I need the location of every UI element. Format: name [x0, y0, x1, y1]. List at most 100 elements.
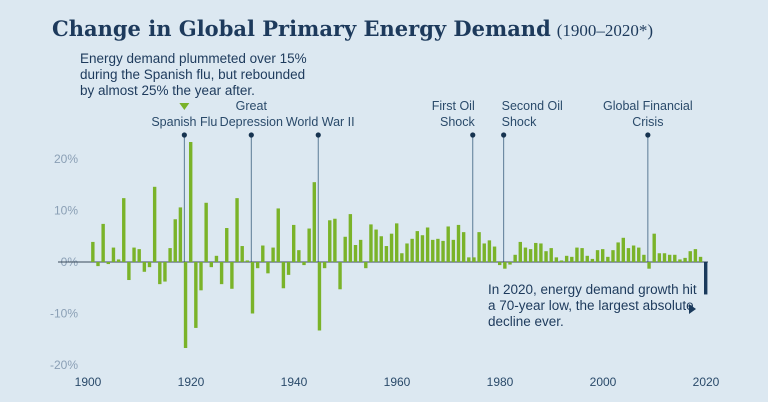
- bar-2020: [704, 262, 708, 295]
- bar-2002: [611, 250, 615, 262]
- bar-2008: [642, 254, 646, 262]
- bar-1910: [137, 249, 141, 262]
- bar-1977: [482, 243, 486, 262]
- event-marker: First Oil Shock: [432, 99, 476, 262]
- event-label: First Oil: [432, 99, 475, 113]
- y-tick-label: -10%: [50, 307, 78, 321]
- bar-1934: [261, 245, 265, 262]
- bar-1962: [405, 243, 409, 262]
- bar-1915: [163, 262, 167, 282]
- bar-2004: [621, 237, 625, 262]
- bar-1974: [467, 257, 471, 262]
- bar-1986: [528, 249, 533, 262]
- bar-1963: [410, 238, 414, 262]
- bar-1964: [415, 231, 419, 262]
- event-label: Second Oil: [502, 99, 563, 113]
- note-line: during the Spanish flu, but rebounded: [80, 67, 305, 82]
- note-line: In 2020, energy demand growth hit: [488, 282, 697, 297]
- bar-2000: [601, 249, 605, 262]
- bar-1955: [369, 224, 373, 262]
- event-marker: Great Depression: [220, 99, 283, 262]
- event-label: Crisis: [632, 115, 663, 129]
- bar-1943: [307, 228, 311, 262]
- bar-1922: [199, 262, 203, 291]
- bar-1953: [358, 239, 363, 262]
- bar-2009: [647, 262, 651, 269]
- event-dot-icon: [470, 132, 476, 138]
- bar-1946: [322, 262, 327, 269]
- bar-1998: [590, 258, 595, 262]
- x-tick-label: 1940: [281, 375, 308, 389]
- bar-1990: [549, 248, 553, 262]
- event-dot-icon: [248, 132, 254, 138]
- x-tick-label: 2020: [693, 375, 720, 389]
- y-tick-label: 10%: [54, 204, 78, 218]
- y-tick-label: 20%: [54, 152, 78, 166]
- bar-1929: [235, 198, 239, 262]
- bar-1936: [271, 247, 275, 262]
- bar-1989: [544, 251, 548, 262]
- bar-1965: [420, 235, 425, 262]
- event-label: Shock: [502, 115, 537, 129]
- bar-2003: [616, 242, 620, 262]
- bar-1907: [122, 198, 126, 262]
- event-marker: World War II: [286, 115, 355, 262]
- event-dot-icon: [645, 132, 651, 138]
- bar-1903: [101, 223, 105, 262]
- bar-1905: [111, 247, 116, 262]
- bar-1917: [173, 219, 177, 262]
- bar-2016: [683, 257, 687, 262]
- bar-1901: [91, 241, 95, 262]
- event-label: Shock: [440, 115, 475, 129]
- bar-1993: [564, 255, 569, 262]
- bar-1985: [523, 247, 528, 262]
- bar-1942: [302, 262, 306, 266]
- bar-2017: [688, 251, 692, 262]
- bar-1997: [585, 255, 589, 262]
- bar-1971: [451, 239, 456, 262]
- bar-2013: [667, 254, 672, 262]
- covid-note: In 2020, energy demand growth hit a 70-y…: [488, 282, 697, 329]
- bar-2005: [626, 248, 631, 262]
- bar-1949: [338, 262, 342, 290]
- bar-1982: [508, 262, 512, 265]
- bar-1956: [374, 229, 378, 262]
- bar-1950: [343, 236, 347, 262]
- bar-1916: [168, 248, 172, 262]
- bar-1930: [240, 246, 244, 262]
- bar-1976: [477, 232, 481, 262]
- bar-1970: [446, 226, 450, 262]
- bar-2015: [678, 259, 682, 262]
- bar-1938: [281, 262, 286, 289]
- event-label: Great: [236, 99, 268, 113]
- bar-2019: [698, 256, 703, 262]
- bar-1944: [312, 182, 316, 262]
- bar-1967: [431, 239, 435, 262]
- event-label: Global Financial: [603, 99, 693, 113]
- bar-1999: [595, 250, 600, 262]
- bar-2007: [637, 247, 641, 262]
- x-tick-label: 1980: [487, 375, 514, 389]
- bar-1975: [472, 257, 476, 262]
- bar-1958: [384, 246, 389, 262]
- down-triangle-icon: [179, 103, 190, 110]
- event-dot-icon: [501, 132, 507, 138]
- bar-1925: [214, 255, 219, 262]
- bar-1904: [106, 262, 110, 265]
- bar-1928: [230, 262, 234, 289]
- x-tick-label: 1900: [75, 375, 102, 389]
- bar-2014: [673, 254, 677, 262]
- bar-1931: [245, 260, 250, 262]
- event-label: Depression: [220, 115, 283, 129]
- bar-1932: [250, 262, 255, 314]
- bar-1951: [348, 214, 353, 262]
- bar-1926: [219, 262, 224, 285]
- spanish-flu-note: Energy demand plummeted over 15% during …: [80, 51, 307, 98]
- bar-1961: [400, 253, 404, 262]
- bar-1995: [575, 247, 579, 262]
- bar-1978: [487, 240, 492, 262]
- event-marker: Spanish Flu: [151, 103, 217, 262]
- event-label: Spanish Flu: [151, 115, 217, 129]
- bar-1923: [204, 202, 208, 262]
- note-line: a 70-year low, the largest absolute: [488, 298, 694, 313]
